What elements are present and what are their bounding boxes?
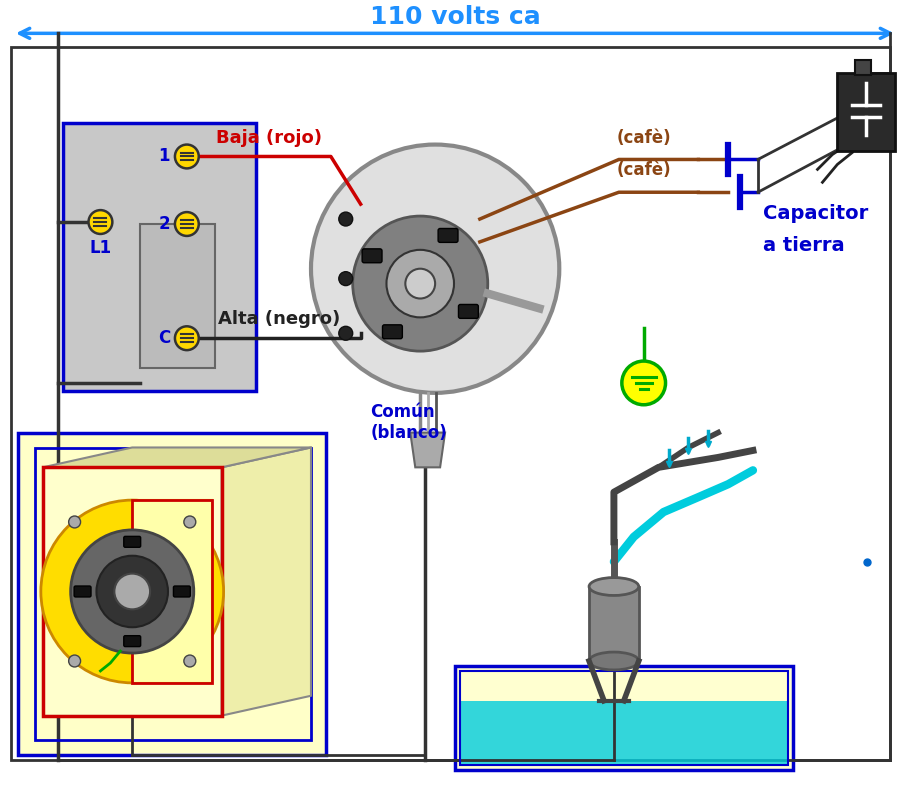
Bar xyxy=(589,587,639,661)
Circle shape xyxy=(96,556,168,627)
Text: 110 volts ca: 110 volts ca xyxy=(370,6,540,29)
Bar xyxy=(43,467,222,716)
Circle shape xyxy=(88,210,113,234)
Text: 2: 2 xyxy=(158,215,170,233)
Ellipse shape xyxy=(589,578,639,596)
Bar xyxy=(18,433,326,755)
Circle shape xyxy=(175,212,199,236)
Bar xyxy=(132,500,212,683)
Circle shape xyxy=(175,326,199,350)
FancyBboxPatch shape xyxy=(75,586,91,597)
Polygon shape xyxy=(410,433,445,467)
Text: Baja (rojo): Baja (rojo) xyxy=(216,128,323,147)
FancyBboxPatch shape xyxy=(174,586,190,597)
FancyBboxPatch shape xyxy=(362,249,382,263)
FancyBboxPatch shape xyxy=(124,537,141,547)
Text: Común
(blanco): Común (blanco) xyxy=(371,403,447,441)
Text: L1: L1 xyxy=(89,239,112,257)
Circle shape xyxy=(41,500,224,683)
Polygon shape xyxy=(222,447,311,716)
Bar xyxy=(837,73,895,151)
Text: Alta (negro): Alta (negro) xyxy=(218,311,340,328)
FancyBboxPatch shape xyxy=(383,325,403,339)
Text: C: C xyxy=(157,329,170,347)
Circle shape xyxy=(386,250,454,317)
Circle shape xyxy=(339,272,353,286)
Bar xyxy=(11,48,890,760)
Text: Capacitor: Capacitor xyxy=(763,204,868,224)
Circle shape xyxy=(339,212,353,226)
Circle shape xyxy=(69,655,81,667)
Text: (cafè): (cafè) xyxy=(616,161,671,179)
Bar xyxy=(460,700,788,765)
Circle shape xyxy=(175,144,199,169)
FancyBboxPatch shape xyxy=(458,304,478,319)
Circle shape xyxy=(339,326,353,341)
Circle shape xyxy=(311,144,559,393)
Text: 1: 1 xyxy=(158,148,170,165)
Circle shape xyxy=(71,530,194,653)
Polygon shape xyxy=(43,447,311,467)
Circle shape xyxy=(622,361,665,405)
Ellipse shape xyxy=(589,652,639,670)
Circle shape xyxy=(353,216,488,351)
Bar xyxy=(855,61,871,75)
Bar xyxy=(43,467,222,716)
Circle shape xyxy=(69,516,81,528)
Bar xyxy=(132,500,212,683)
Circle shape xyxy=(405,269,435,299)
Bar xyxy=(460,671,788,765)
Bar xyxy=(35,449,311,741)
Text: (cafè): (cafè) xyxy=(616,128,671,147)
Bar xyxy=(140,224,215,368)
Circle shape xyxy=(184,516,195,528)
Circle shape xyxy=(184,655,195,667)
Bar xyxy=(455,666,793,770)
Text: a tierra: a tierra xyxy=(763,236,844,255)
Bar xyxy=(63,123,256,391)
FancyBboxPatch shape xyxy=(124,636,141,646)
FancyBboxPatch shape xyxy=(438,228,458,242)
Circle shape xyxy=(115,574,150,609)
